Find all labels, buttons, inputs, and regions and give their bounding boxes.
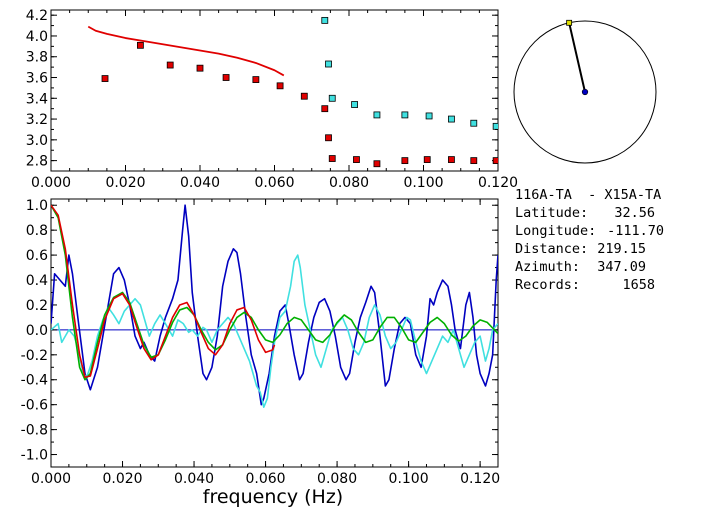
- y-tick-label: -0.6: [21, 398, 48, 414]
- latitude-label: Latitude:: [515, 205, 588, 221]
- distance-value: 219.15: [597, 241, 646, 257]
- compass-center-dot: [581, 88, 589, 96]
- data-point-marker: [101, 75, 109, 82]
- compass-needle: [568, 22, 586, 93]
- data-point-marker: [328, 155, 336, 162]
- records-value: 1658: [622, 277, 655, 293]
- data-point-marker: [470, 157, 478, 165]
- data-point-marker: [448, 115, 455, 123]
- station-marker: [566, 19, 573, 26]
- latitude-value: 32.56: [614, 205, 655, 221]
- y-tick-label: -1.0: [21, 448, 48, 464]
- x-tick-label: 0.100: [403, 175, 443, 191]
- y-tick-label: 0.4: [26, 273, 48, 289]
- data-point-marker: [328, 94, 336, 102]
- plot-frame: [50, 9, 499, 172]
- x-tick-label: 0.080: [329, 175, 369, 191]
- spectrum-panel: 0.000 0.020 0.040 0.060 0.080 0.100 0.120 1.0 0.…: [21, 198, 500, 487]
- azimuth-compass: [513, 19, 657, 164]
- x-tick-label: 0.020: [102, 471, 142, 487]
- x-tick-label: 0.020: [105, 175, 145, 191]
- y-tick-label: 4.2: [26, 8, 48, 24]
- azimuth-label: Azimuth:: [515, 259, 580, 275]
- x-tick-label: 0.040: [180, 175, 220, 191]
- y-tick-label: 0.0: [26, 323, 48, 339]
- data-point-marker: [492, 122, 498, 130]
- y-tick-label: 0.2: [26, 298, 48, 314]
- x-tick-label: 0.120: [478, 175, 518, 191]
- records-label: Records:: [515, 277, 580, 293]
- y-tick-label: 0.6: [26, 248, 48, 264]
- y-tick-label: 3.8: [26, 50, 48, 66]
- x-tick-label: 0.000: [31, 471, 71, 487]
- series-line: [51, 204, 276, 379]
- data-point-marker: [321, 16, 329, 24]
- y-tick-label: 0.8: [26, 223, 48, 239]
- y-tick-label: 3.6: [26, 71, 48, 87]
- y-tick-label: 3.0: [26, 133, 48, 149]
- data-point-marker: [222, 74, 230, 81]
- data-point-marker: [353, 156, 360, 163]
- series-group: [87, 16, 498, 168]
- data-point-marker: [196, 64, 204, 72]
- data-point-marker: [300, 92, 308, 100]
- x-axis-label: frequency (Hz): [203, 486, 343, 508]
- y-tick-label: 3.2: [26, 112, 48, 128]
- longitude-value: -111.70: [607, 223, 664, 239]
- x-tick-label: 0.060: [254, 175, 294, 191]
- data-point-marker: [325, 60, 332, 68]
- y-tick-label: -0.2: [21, 348, 48, 364]
- data-point-marker: [470, 119, 478, 127]
- data-point-marker: [401, 157, 409, 165]
- data-point-marker: [276, 82, 284, 90]
- x-tick-label: 0.060: [246, 471, 286, 487]
- y-tick-label: -0.8: [21, 423, 48, 439]
- station-pair: 116A-TA - X15A-TA: [515, 187, 661, 203]
- data-point-marker: [321, 105, 329, 113]
- y-tick-label: -0.4: [21, 373, 48, 389]
- y-tick-label: 4.0: [26, 29, 48, 45]
- data-point-marker: [373, 160, 381, 168]
- series-line: [87, 25, 285, 77]
- data-point-marker: [166, 61, 174, 69]
- data-point-marker: [351, 101, 358, 108]
- data-point-marker: [252, 76, 260, 83]
- x-tick-label: 0.100: [389, 471, 429, 487]
- data-point-marker: [492, 157, 498, 165]
- x-tick-label: 0.120: [460, 471, 500, 487]
- y-tick-label: 3.4: [26, 91, 48, 107]
- station-info: 116A-TA - X15A-TA Latitude: 32.56 Longit…: [515, 187, 664, 293]
- data-point-marker: [325, 134, 332, 142]
- series-line: [51, 204, 498, 381]
- azimuth-value: 347.09: [597, 259, 646, 275]
- y-tick-label: 1.0: [26, 198, 48, 214]
- longitude-label: Longitude:: [515, 223, 596, 239]
- x-tick-label: 0.000: [31, 175, 71, 191]
- data-point-marker: [401, 111, 409, 119]
- distance-label: Distance:: [515, 241, 588, 257]
- x-tick-label: 0.040: [174, 471, 214, 487]
- series-group: [51, 204, 498, 408]
- data-point-marker: [448, 156, 455, 163]
- series-line: [51, 204, 498, 406]
- dispersion-panel: 0.000 0.020 0.040 0.060 0.080 0.100 0.120 2.8 3.…: [26, 8, 518, 191]
- data-point-marker: [425, 112, 433, 120]
- data-point-marker: [373, 111, 381, 119]
- y-tick-label: 2.8: [26, 154, 48, 170]
- compass-circle: [513, 20, 657, 164]
- data-point-marker: [423, 156, 431, 163]
- data-point-marker: [136, 41, 144, 49]
- x-tick-label: 0.080: [317, 471, 357, 487]
- series-line: [51, 254, 498, 408]
